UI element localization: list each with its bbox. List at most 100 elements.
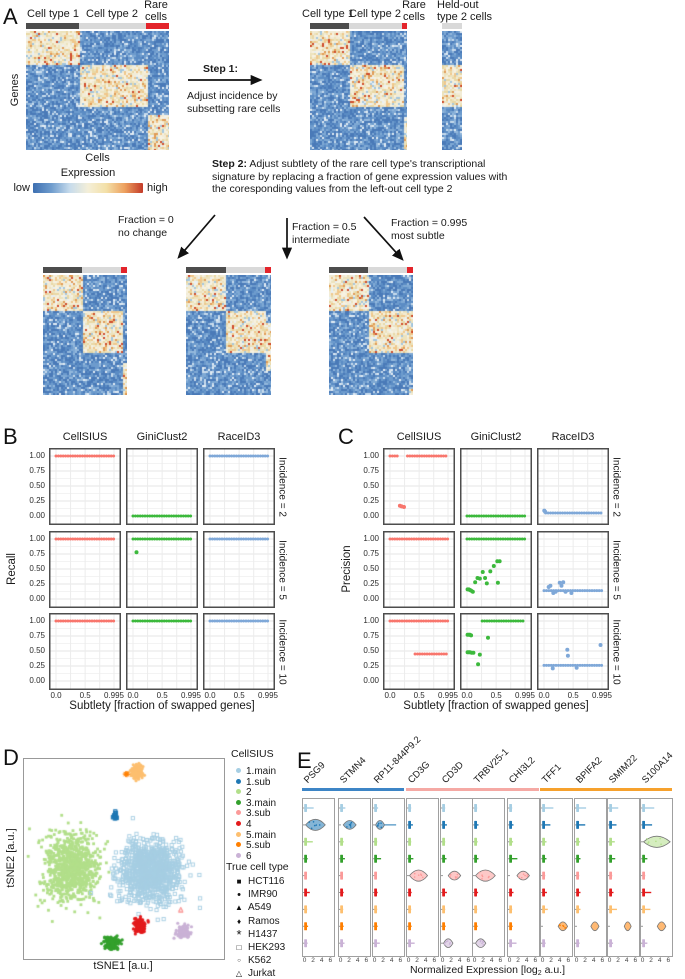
groupbar-seg-2 [407,267,413,273]
gene-label-CD3G: CD3G [405,759,433,786]
panel-b-ytick-1-2: 0.50 [29,564,45,573]
groupbar-seg-0 [329,267,369,273]
violin-subplot-CHI3L2 [507,798,540,957]
e-xlabel-sub: 2 [537,970,542,977]
fraction-0995-label: Fraction = 0.995 most subtle [391,217,487,242]
legend-celltype-Jurkat: Jurkat [248,968,276,979]
legend-item-3.sub: 3.sub [246,808,271,820]
e-xtick-S100A14-6: 6 [666,957,671,964]
gene-label-CD3D: CD3D [439,759,467,786]
panel-c-ytick-2-4: 0.00 [363,676,379,685]
tsne-plot [23,758,225,960]
e-xtick-PSG9-2: 2 [311,957,315,964]
step2-text: Step 2: Adjust subtlety of the rare cell… [212,158,512,196]
heatmap-fraction-0 [43,275,127,395]
violin-subplot-RP11-844P9.2 [372,798,405,957]
violin-subplot-TFF1 [540,798,573,957]
violin-svg-S100A14 [641,804,671,948]
panel-c-cell-r1-c0 [383,531,455,608]
gene-group-line-2 [540,788,672,791]
violin-svg-TRBV25-1 [473,804,496,948]
panel-b-cell-r2-c2 [203,613,275,690]
heatmap-groupbar-step1-result [310,23,407,29]
legend-glyph-K562: ○ [237,958,241,965]
e-xtick-SMIM22-6: 6 [633,957,638,964]
fraction-05-value: Fraction = 0.5 [292,221,357,233]
panel-c-col-title-0: CellSIUS [396,431,442,443]
fraction-0-desc: no change [118,226,168,239]
violin-svg-CD3G [407,804,429,948]
groupbar-seg-1 [225,267,266,273]
gene-label-S100A14: S100A14 [639,750,676,786]
legend-glyph-H1437: * [236,926,242,942]
e-xlabel-pre: Normalized Expression [log [409,964,538,976]
panel-c-cell-r1-c1 [460,531,532,608]
panel-c-xtick-2-0: 0.0 [538,691,550,700]
e-xtick-SMIM22-2: 2 [616,957,620,964]
colorbar-high-label: high [147,182,168,194]
e-xtick-BPIFA2-2: 2 [583,957,587,964]
fraction-0-arrow [177,214,216,259]
panel-c-xtick-2-1: 0.5 [567,691,579,700]
panel-a-letter: A [3,4,18,29]
groupbar-seg-0 [26,23,79,29]
gene-label-CHI3L2: CHI3L2 [506,755,538,786]
panel-b-ytick-1-3: 0.25 [29,579,45,588]
rare-line2: cells [144,10,167,23]
step1-text: Adjust incidence by subsetting rare cell… [187,90,281,115]
legend-dot-6 [236,852,241,858]
panel-b-strip-label-0: Incidence = 2 [276,456,288,517]
e-xtick-BPIFA2-0: 0 [574,957,579,964]
groupbar-seg-2 [265,267,271,273]
legend-dot-1.sub [236,778,241,784]
panel-b-cell-r0-c1 [126,448,198,525]
rare2-line1: Rare [402,0,426,11]
panel-d-letter: D [3,745,19,770]
fraction-05-label: Fraction = 0.5 intermediate [292,221,384,246]
e-xtick-STMN4-2: 2 [347,957,351,964]
e-xtick-CD3G-2: 2 [415,957,419,964]
panel-b-cell-r1-c2 [203,531,275,608]
violin-subplot-TRBV25-1 [472,798,505,957]
panel-c-ytick-2-2: 0.50 [363,646,379,655]
e-xtick-RP11-844P9.2-2: 2 [381,957,385,964]
panel-c-ytick-0-4: 0.00 [363,511,379,520]
e-xtick-TFF1-6: 6 [566,957,571,964]
violin-subplot-BPIFA2 [574,798,607,957]
e-xtick-SMIM22-0: 0 [607,957,612,964]
groupbar-seg-2 [121,267,127,273]
panel-c-ytick-0-3: 0.25 [363,496,379,505]
legend-celltype-H1437: H1437 [248,928,278,940]
e-xtick-CHI3L2-2: 2 [516,957,520,964]
fraction-05-arrow [281,218,293,260]
panel-b-xtick-2-1: 0.5 [233,691,245,700]
panel-b-ytick-2-2: 0.50 [29,646,45,655]
legend-item-1.sub: 1.sub [246,776,271,788]
legend-dot-3.main [236,799,241,805]
true-cell-type-legend-title: True cell type [226,861,289,873]
panel-b-cell-r2-c0 [49,613,121,690]
legend-celltype-IMR90: IMR90 [248,889,278,901]
groupbar-seg-1 [78,23,147,29]
panel-b-xtick-1-1: 0.5 [156,691,168,700]
panel-c-strip-label-1: Incidence = 5 [610,539,622,600]
legend-item-6: 6 [246,850,252,862]
groupbar-seg-0 [310,23,349,29]
heatmap-groupbar-fraction-0995 [329,267,413,273]
legend-celltype-A549: A549 [248,902,272,914]
panel-c-ytick-0-1: 0.75 [363,466,379,475]
panel-c-ytick-0-0: 1.00 [363,451,379,460]
violin-svg-STMN4 [339,804,357,948]
panel-b-ytick-1-1: 0.75 [29,549,45,558]
panel-c-strip-label-2: Incidence = 10 [610,618,622,685]
gene-label-TFF1: TFF1 [539,761,564,786]
heatmap-step1-result [310,31,407,150]
violin-subplot-S100A14 [640,798,673,957]
gene-group-line-1 [406,788,539,791]
panel-b-cell-r0-c0 [49,448,121,525]
e-xtick-BPIFA2-6: 6 [600,957,605,964]
panel-b-col-title-0: CellSIUS [62,431,108,443]
e-xtick-TRBV25-1-4: 4 [489,957,494,964]
e-xtick-RP11-844P9.2-4: 4 [389,957,394,964]
panel-b-ytick-1-4: 0.00 [29,594,45,603]
